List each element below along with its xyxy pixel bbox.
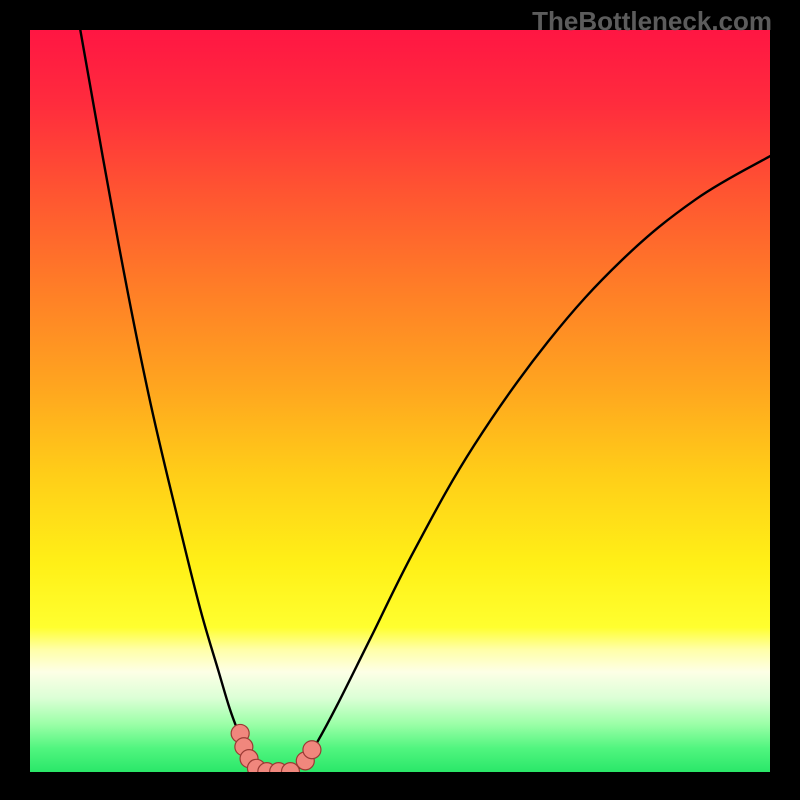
marker-group — [231, 724, 321, 772]
curve-layer — [30, 30, 770, 772]
bottleneck-curve — [80, 30, 770, 771]
plot-area — [30, 30, 770, 772]
data-marker — [303, 741, 321, 759]
chart-stage: TheBottleneck.com — [0, 0, 800, 800]
watermark-text: TheBottleneck.com — [532, 6, 772, 37]
